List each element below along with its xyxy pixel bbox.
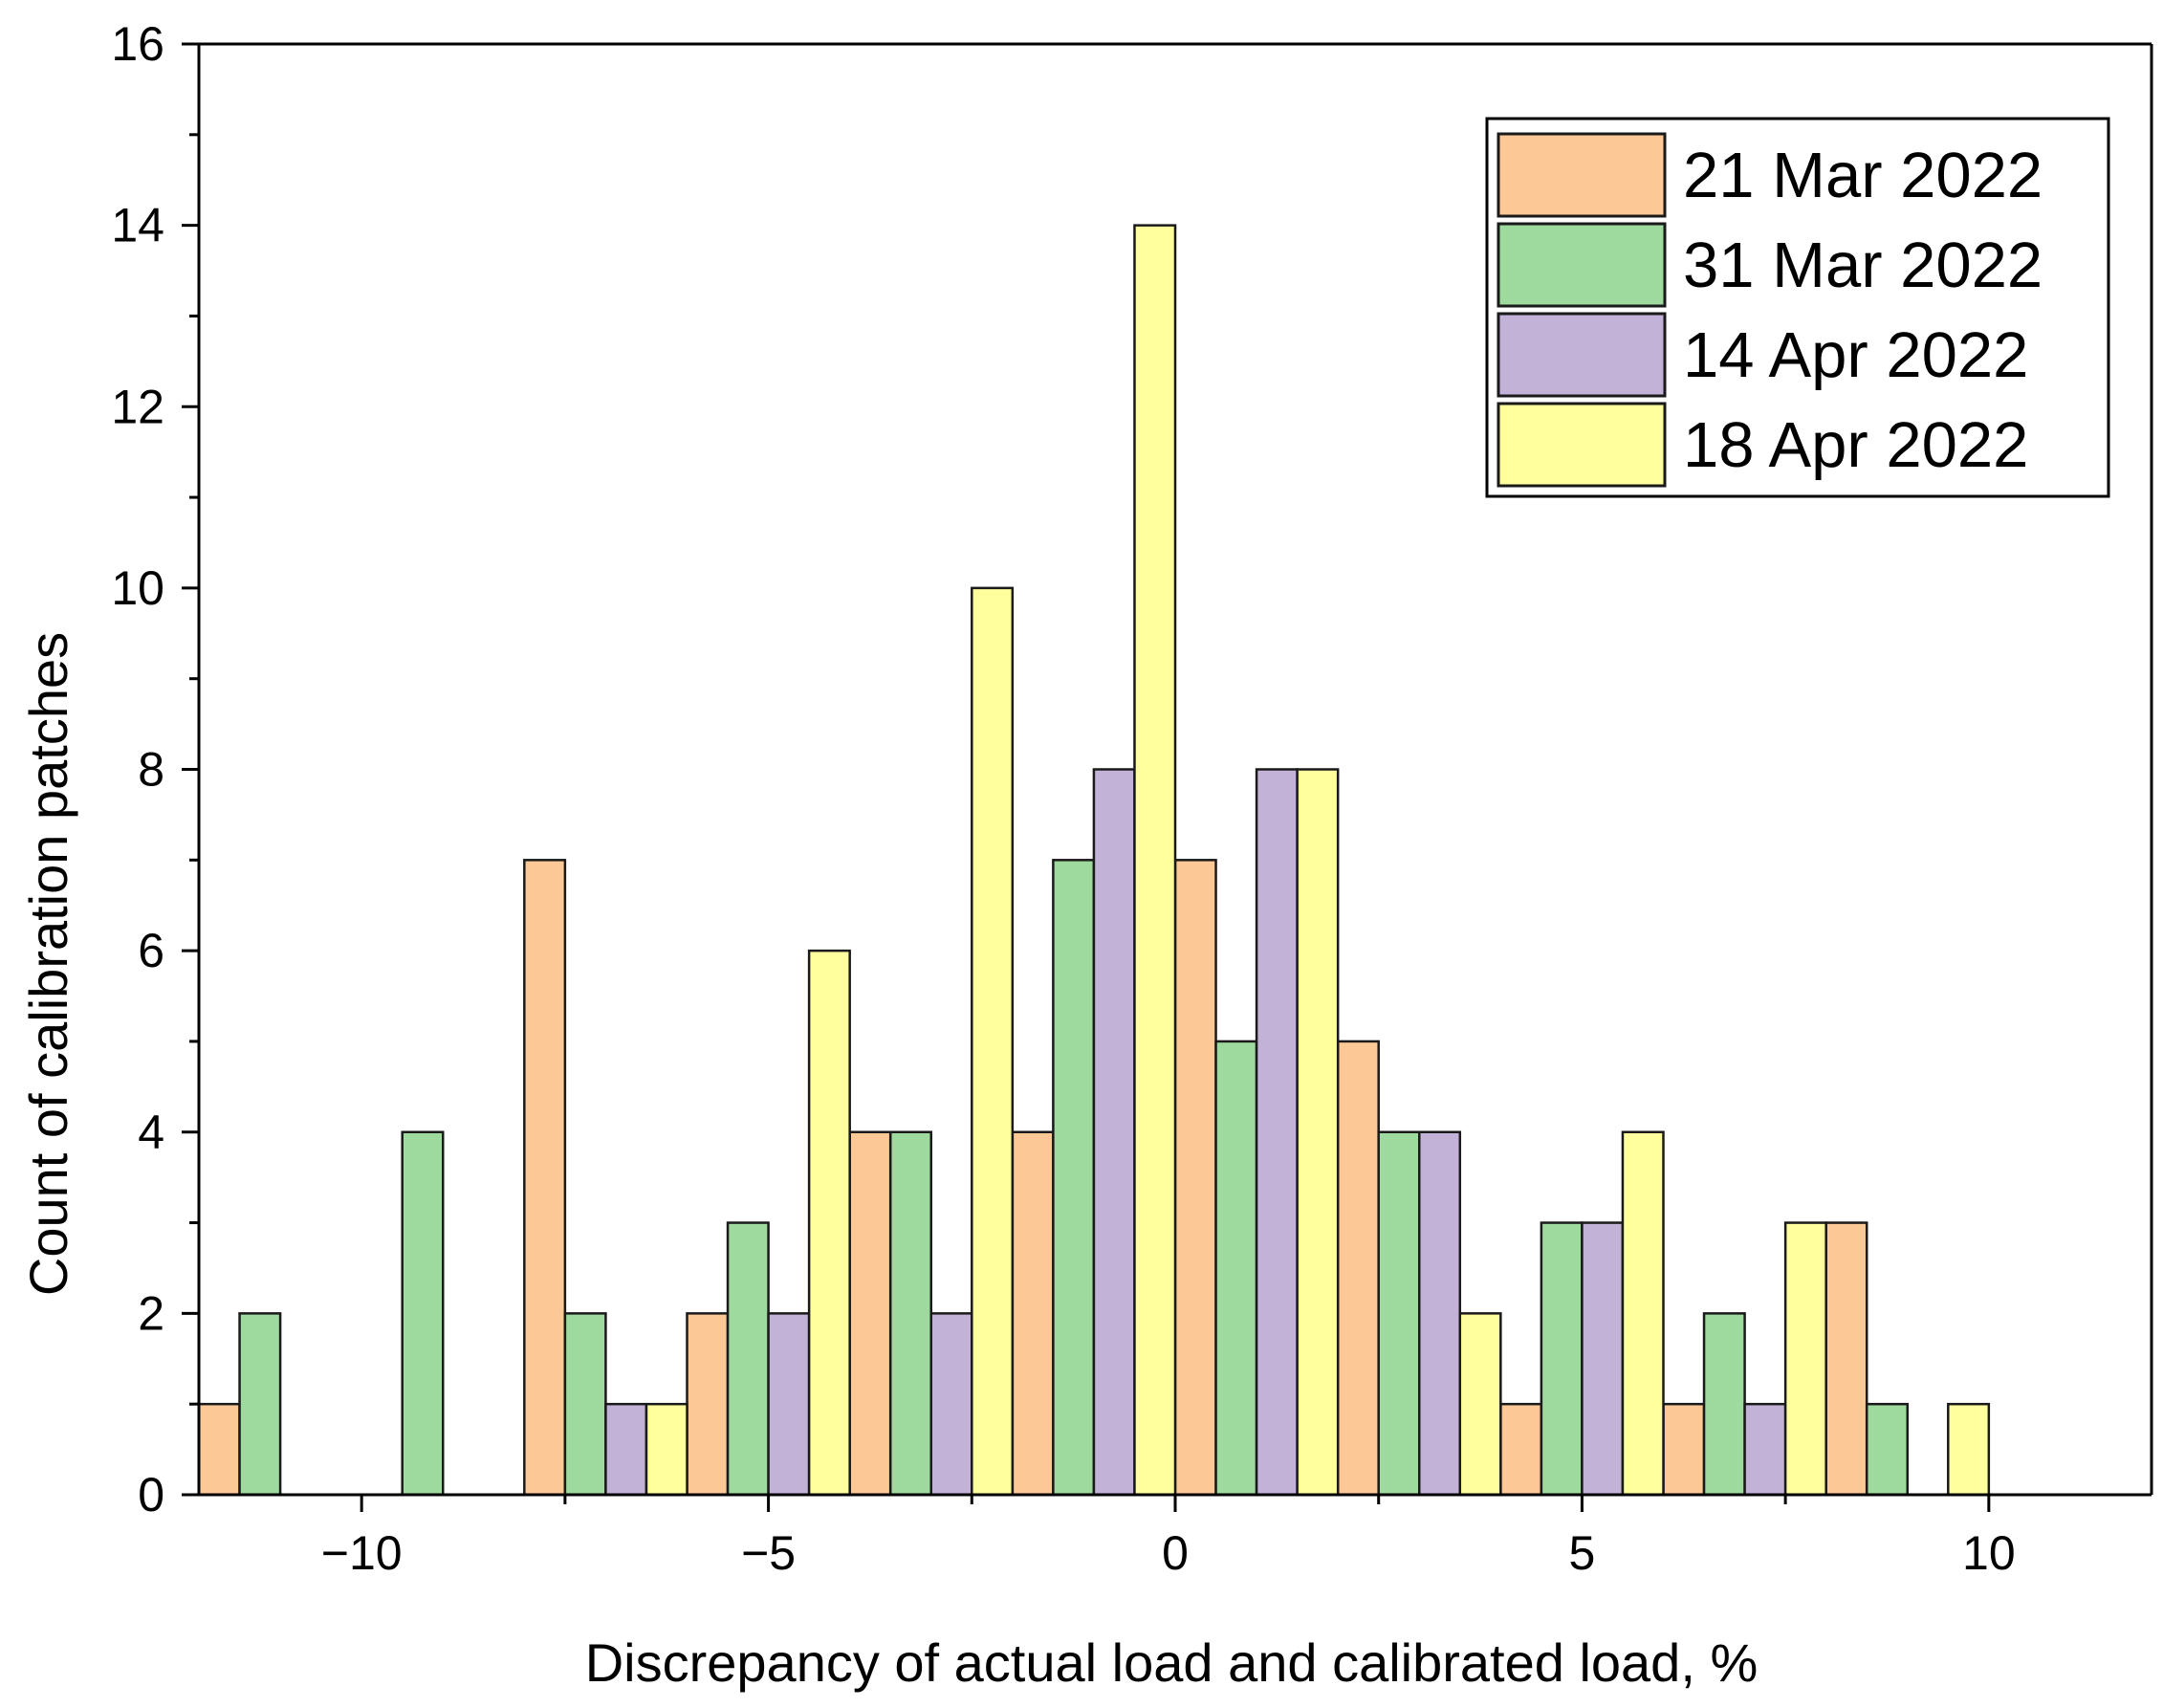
bar-series-1-10	[1824, 1221, 1868, 1497]
bar-series-3-6	[1418, 1130, 1462, 1497]
bar-series-1-6	[1173, 859, 1217, 1497]
bar-series-3-8	[1743, 1402, 1787, 1497]
bar-series-4-5	[1296, 768, 1340, 1497]
ticks-layer: 0 2 4 6 8 10 12 14 16 −10 −5 0 5 10	[111, 17, 2015, 1580]
x-axis-title: Discrepancy of actual load and calibrate…	[585, 1632, 1759, 1693]
y-axis-title: Count of calibration patches	[18, 632, 78, 1296]
y-tick-label: 4	[138, 1106, 164, 1159]
bar-series-1-9	[1662, 1402, 1706, 1497]
bar-series-1-8	[1499, 1402, 1543, 1497]
x-tick-label: −5	[741, 1526, 796, 1580]
bar-series-1-4	[848, 1130, 892, 1497]
bar-series-3-5	[1255, 768, 1299, 1497]
legend: 21 Mar 2022 31 Mar 2022 14 Apr 2022 18 Apr …	[1485, 117, 2110, 498]
bar-series-4-6	[1458, 1312, 1502, 1497]
y-tick-label: 2	[138, 1286, 164, 1340]
bar-series-1-5	[1011, 1130, 1055, 1497]
bar-series-4-3	[971, 586, 1015, 1497]
y-tick-label: 6	[138, 924, 164, 977]
x-tick-label: 10	[1962, 1526, 2016, 1580]
legend-swatch-3	[1497, 312, 1667, 398]
bars-layer	[197, 224, 1991, 1497]
bar-series-4-2	[807, 949, 851, 1497]
bar-series-2-9	[1540, 1221, 1584, 1497]
bar-series-1-7	[1336, 1040, 1380, 1497]
bar-series-1-1	[197, 1402, 241, 1497]
bar-series-3-2	[767, 1312, 811, 1497]
bar-series-2-5	[888, 1130, 932, 1497]
bar-series-2-8	[1377, 1130, 1421, 1497]
bar-series-4-9	[1947, 1402, 1991, 1497]
y-tick-label: 0	[138, 1468, 164, 1522]
bar-series-2-10	[1702, 1312, 1746, 1497]
bar-series-3-4	[1092, 768, 1136, 1497]
bar-series-2-4	[726, 1221, 770, 1497]
bar-series-2-11	[1865, 1402, 1910, 1497]
legend-swatch-1	[1497, 132, 1667, 218]
bar-series-2-1	[238, 1312, 282, 1497]
bar-series-4-1	[645, 1402, 688, 1497]
bar-series-4-8	[1783, 1221, 1827, 1497]
bar-series-2-3	[563, 1312, 607, 1497]
legend-label-4: 18 Apr 2022	[1683, 409, 2028, 481]
bar-series-2-7	[1214, 1040, 1258, 1497]
legend-label-3: 14 Apr 2022	[1683, 319, 2028, 391]
y-tick-label: 14	[111, 199, 164, 252]
x-tick-label: 5	[1569, 1526, 1596, 1580]
bar-series-3-1	[604, 1402, 648, 1497]
y-tick-label: 10	[111, 561, 164, 615]
legend-label-1: 21 Mar 2022	[1683, 140, 2043, 211]
bar-series-4-7	[1621, 1130, 1665, 1497]
bar-series-1-3	[686, 1312, 730, 1497]
legend-label-2: 31 Mar 2022	[1683, 230, 2043, 301]
bar-series-1-2	[523, 859, 567, 1497]
y-tick-label: 16	[111, 17, 164, 71]
x-tick-label: −10	[321, 1526, 403, 1580]
y-tick-label: 8	[138, 743, 164, 797]
bar-series-2-2	[401, 1130, 445, 1497]
y-tick-label: 12	[111, 380, 164, 433]
x-tick-label: 0	[1162, 1526, 1189, 1580]
legend-swatch-4	[1497, 402, 1667, 488]
bar-series-3-3	[929, 1312, 973, 1497]
bar-series-3-7	[1581, 1221, 1625, 1497]
legend-swatch-2	[1497, 222, 1667, 308]
bar-series-2-6	[1052, 859, 1096, 1497]
bar-series-4-4	[1133, 224, 1177, 1497]
